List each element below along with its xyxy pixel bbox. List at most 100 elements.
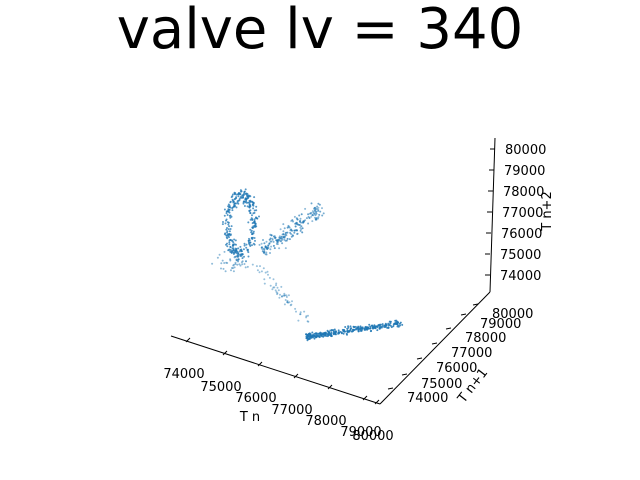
data-point <box>263 242 266 245</box>
data-point <box>249 241 252 244</box>
data-point <box>233 203 236 206</box>
data-point <box>279 293 281 296</box>
data-point <box>307 333 310 336</box>
y-axis-tick-label: 75000 <box>421 377 462 392</box>
y-axis-line <box>379 291 491 405</box>
data-point <box>350 330 353 333</box>
data-point <box>241 263 244 266</box>
data-point <box>344 326 347 328</box>
data-point <box>316 207 319 210</box>
data-point <box>224 270 227 273</box>
data-point <box>334 333 337 336</box>
data-point <box>256 217 258 220</box>
data-point <box>320 335 323 338</box>
data-point <box>276 292 279 295</box>
data-point <box>332 332 335 335</box>
data-point <box>237 202 240 205</box>
data-point <box>370 324 373 327</box>
data-point <box>314 209 317 212</box>
data-point <box>260 242 263 245</box>
data-point <box>276 293 279 296</box>
data-point <box>266 270 269 273</box>
data-point <box>399 321 402 324</box>
data-point <box>318 213 321 216</box>
data-point <box>286 237 289 240</box>
data-point <box>283 294 286 297</box>
data-point <box>249 199 252 202</box>
data-point <box>307 213 310 216</box>
y-axis-tick-mark <box>472 303 479 306</box>
data-point <box>271 288 274 291</box>
data-point <box>262 239 264 241</box>
data-point <box>253 196 256 199</box>
data-point <box>282 223 285 226</box>
data-point <box>324 333 327 336</box>
data-point <box>337 332 340 335</box>
data-point <box>269 248 272 251</box>
data-point <box>254 222 257 225</box>
data-point <box>250 237 253 240</box>
y-axis-tick-label: 79000 <box>480 317 521 332</box>
data-point <box>305 315 308 318</box>
data-point <box>249 245 252 247</box>
data-point <box>299 313 302 316</box>
data-point <box>284 294 286 297</box>
data-point <box>229 216 232 219</box>
data-point <box>343 328 345 331</box>
data-point <box>389 322 392 325</box>
data-point <box>281 242 284 245</box>
data-point <box>232 200 235 203</box>
data-point <box>322 332 325 335</box>
data-point <box>342 330 345 333</box>
data-point <box>235 206 238 209</box>
data-point <box>299 226 302 229</box>
data-point <box>251 232 254 235</box>
data-point <box>249 228 252 231</box>
data-point <box>279 228 282 231</box>
data-point <box>246 195 249 198</box>
data-point <box>243 205 246 207</box>
data-point <box>353 328 356 331</box>
data-point <box>367 326 370 329</box>
data-point <box>227 210 230 213</box>
data-point <box>294 307 297 310</box>
data-point <box>243 190 246 193</box>
data-point <box>313 337 316 340</box>
data-point <box>324 331 327 334</box>
data-point <box>383 324 386 327</box>
z-axis-tick-label: 80000 <box>505 143 546 158</box>
data-point <box>285 239 288 242</box>
data-point <box>278 296 281 299</box>
data-point <box>310 215 313 218</box>
data-point <box>267 273 269 276</box>
data-point <box>300 228 303 231</box>
data-point <box>240 196 243 199</box>
y-axis-tick-label: 80000 <box>492 307 533 322</box>
data-point <box>313 207 316 210</box>
data-point <box>286 299 289 302</box>
data-point <box>347 325 350 328</box>
data-point <box>234 263 237 266</box>
data-point <box>231 206 234 209</box>
data-point <box>253 218 256 221</box>
data-point <box>232 253 235 255</box>
data-point <box>307 314 309 317</box>
data-point <box>282 233 285 236</box>
data-point <box>227 233 230 236</box>
data-point <box>312 214 315 217</box>
data-point <box>246 201 249 204</box>
data-point <box>271 237 274 240</box>
data-point <box>300 225 303 228</box>
y-axis-tick-label: 74000 <box>407 391 448 406</box>
data-point <box>253 237 256 239</box>
data-point <box>250 229 253 232</box>
data-point <box>247 239 250 242</box>
data-point <box>301 231 304 234</box>
data-point <box>242 202 245 205</box>
data-point <box>285 296 288 298</box>
y-axis-tick-mark <box>431 342 438 345</box>
data-point <box>229 245 232 248</box>
data-point <box>237 256 239 259</box>
data-point <box>272 278 275 281</box>
data-point <box>227 228 230 231</box>
